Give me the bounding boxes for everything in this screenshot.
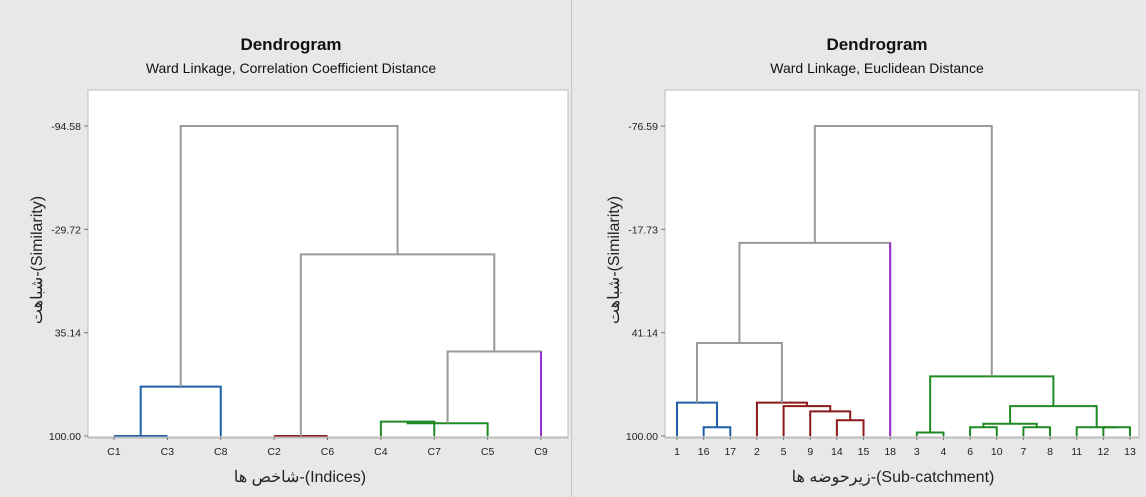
y-tick-label: 41.14 <box>632 328 658 340</box>
x-axis-label: شاخص ها-(Indices) <box>234 469 366 486</box>
leaf-label: 17 <box>724 446 736 458</box>
leaf-label: 18 <box>884 446 896 458</box>
dendrogram-link <box>1102 426 1131 436</box>
y-tick-label: 35.14 <box>55 328 81 340</box>
dendrogram-link <box>969 426 998 436</box>
leaf-label: C8 <box>214 446 228 458</box>
y-tick-label: -94.58 <box>51 121 81 133</box>
dendrogram-link <box>379 420 436 436</box>
leaf-label: C4 <box>374 446 388 458</box>
leaf-label: C7 <box>428 446 442 458</box>
y-axis-label: شباهت-(Similarity) <box>29 196 46 324</box>
leaf-label: C1 <box>107 446 121 458</box>
dendrogram-link <box>929 375 1055 433</box>
leaf-label: 1 <box>674 446 680 458</box>
y-tick-label: -76.59 <box>628 121 658 133</box>
x-axis-label: زیرحوضه ها-(Sub-catchment) <box>792 469 995 486</box>
leaf-label: C5 <box>481 446 495 458</box>
leaf-label: C3 <box>161 446 175 458</box>
leaf-label: C2 <box>267 446 281 458</box>
leaf-label: 2 <box>754 446 760 458</box>
dendrogram-link <box>1009 405 1098 428</box>
dendrogram-link <box>1075 426 1117 436</box>
dendrogram-link <box>755 401 808 436</box>
dendrogram-chart-left: Dendrogram Ward Linkage, Correlation Coe… <box>29 35 569 486</box>
leaf-label: 16 <box>698 446 710 458</box>
leaf-label: C6 <box>321 446 335 458</box>
dendrogram-link <box>835 419 865 436</box>
dendrogram-link <box>179 125 399 387</box>
y-axis-label: شباهت-(Similarity) <box>606 196 623 324</box>
chart-subtitle: Ward Linkage, Euclidean Distance <box>770 60 984 76</box>
dendrogram-panel-right: Dendrogram Ward Linkage, Euclidean Dista… <box>573 0 1146 497</box>
chart-title: Dendrogram <box>240 35 341 54</box>
dendrogram-link <box>982 422 1038 428</box>
leaf-label: 8 <box>1047 446 1053 458</box>
leaf-label: 7 <box>1020 446 1026 458</box>
leaf-label: 4 <box>941 446 947 458</box>
leaf-label: 12 <box>1098 446 1110 458</box>
dendrogram-link <box>1022 426 1052 436</box>
leaf-label: 11 <box>1071 446 1082 458</box>
plot-area <box>664 89 1140 439</box>
dendrogram-link <box>702 426 732 436</box>
y-tick-label: 100.00 <box>626 431 658 443</box>
chart-title: Dendrogram <box>826 35 927 54</box>
y-tick-label: -29.72 <box>51 224 81 236</box>
leaf-label: 3 <box>914 446 920 458</box>
leaf-label: C9 <box>534 446 548 458</box>
dendrogram-link <box>676 401 718 436</box>
chart-subtitle: Ward Linkage, Correlation Coefficient Di… <box>146 60 436 76</box>
plot-area <box>87 89 569 439</box>
dendrogram-link <box>813 125 993 377</box>
dendrogram-link <box>695 341 783 403</box>
leaf-label: 13 <box>1124 446 1136 458</box>
dendrogram-link <box>782 405 832 436</box>
leaf-label: 14 <box>831 446 843 458</box>
dendrogram-chart-right: Dendrogram Ward Linkage, Euclidean Dista… <box>606 35 1140 486</box>
y-tick-label: -17.73 <box>628 224 658 236</box>
leaf-label: 9 <box>807 446 813 458</box>
dendrogram-link <box>139 385 222 436</box>
leaf-label: 15 <box>858 446 870 458</box>
dendrogram-link <box>406 421 489 436</box>
leaf-label: 5 <box>781 446 787 458</box>
leaf-label: 6 <box>967 446 973 458</box>
dendrogram-panel-left: Dendrogram Ward Linkage, Correlation Coe… <box>0 0 572 497</box>
leaf-label: 10 <box>991 446 1003 458</box>
y-tick-label: 100.00 <box>49 431 81 443</box>
